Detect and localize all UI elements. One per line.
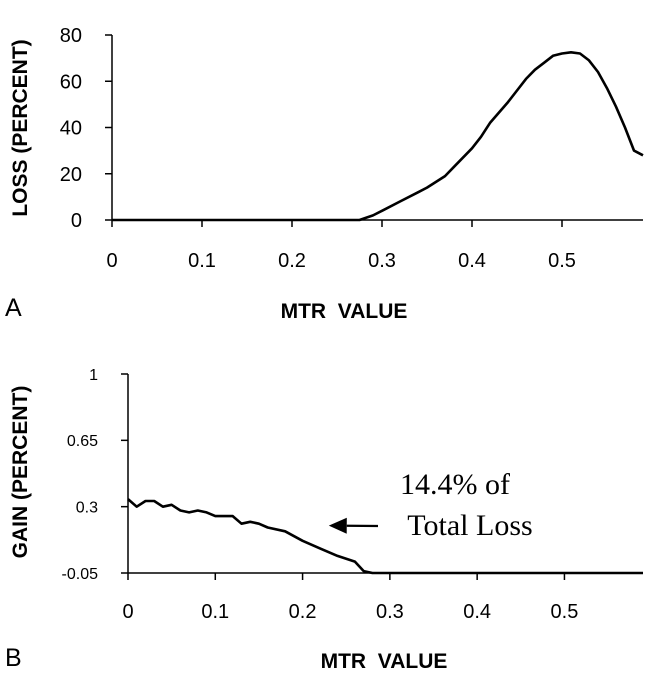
y-tick-label: 1 (89, 367, 98, 384)
panel-a-x-axis-title: MTR VALUE (281, 300, 408, 323)
x-tick-label: 0.5 (551, 601, 579, 623)
panel-a-x-ticks: 0 0.1 0.2 0.3 0.4 0.5 (106, 220, 576, 272)
y-tick-label: -0.05 (62, 566, 99, 583)
x-tick-label: 0.3 (368, 250, 396, 272)
x-tick-label: 0.5 (548, 250, 576, 272)
annotation-arrow-head (328, 517, 347, 534)
x-tick-label: 0.1 (188, 250, 216, 272)
panel-b-y-ticks: -0.05 0.3 0.65 1 (62, 367, 128, 583)
panel-a-loss-line (112, 51, 644, 222)
panel-b-gain-line (127, 498, 643, 575)
panel-b-x-axis-title: MTR VALUE (321, 650, 448, 673)
x-tick-label: 0.2 (278, 250, 306, 272)
y-tick-label: 0 (71, 210, 82, 232)
panel-a-chart: 0 0.1 0.2 0.3 0.4 0.5 0 20 40 60 80 MTR VALUE LOS… (5, 25, 644, 323)
y-tick-label: 80 (60, 25, 82, 47)
panel-b-chart: 0 0.1 0.2 0.3 0.4 0.5 -0.05 0.3 0.65 1 MTR VALUE… (5, 367, 643, 673)
x-tick-label: 0 (106, 250, 117, 272)
panel-b-y-axis-title: GAIN (PERCENT) (9, 386, 32, 559)
panel-a-y-ticks: 0 20 40 60 80 (60, 25, 112, 232)
y-tick-label: 60 (60, 71, 82, 93)
panel-b-letter: B (5, 644, 22, 672)
annotation-line-2: Total Loss (407, 509, 532, 542)
y-tick-label: 20 (60, 164, 82, 186)
annotation-line-1: 14.4% of (400, 468, 510, 501)
x-tick-label: 0 (122, 601, 133, 623)
y-tick-label: 40 (60, 118, 82, 140)
x-tick-label: 0.2 (289, 601, 317, 623)
panel-b-x-ticks: 0 0.1 0.2 0.3 0.4 0.5 (122, 573, 578, 623)
y-tick-label: 0.3 (76, 499, 98, 516)
panel-a-letter: A (5, 294, 22, 322)
x-tick-label: 0.1 (201, 601, 229, 623)
x-tick-label: 0.3 (376, 601, 404, 623)
y-tick-label: 0.65 (67, 433, 98, 450)
x-tick-label: 0.4 (458, 250, 486, 272)
x-tick-label: 0.4 (463, 601, 491, 623)
annotation-total-loss: 14.4% of Total Loss (328, 468, 533, 542)
panel-a-y-axis-title: LOSS (PERCENT) (9, 39, 32, 216)
